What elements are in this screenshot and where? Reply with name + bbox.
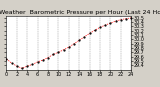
Title: Milwaukee Weather  Barometric Pressure per Hour (Last 24 Hours): Milwaukee Weather Barometric Pressure pe… <box>0 10 160 15</box>
